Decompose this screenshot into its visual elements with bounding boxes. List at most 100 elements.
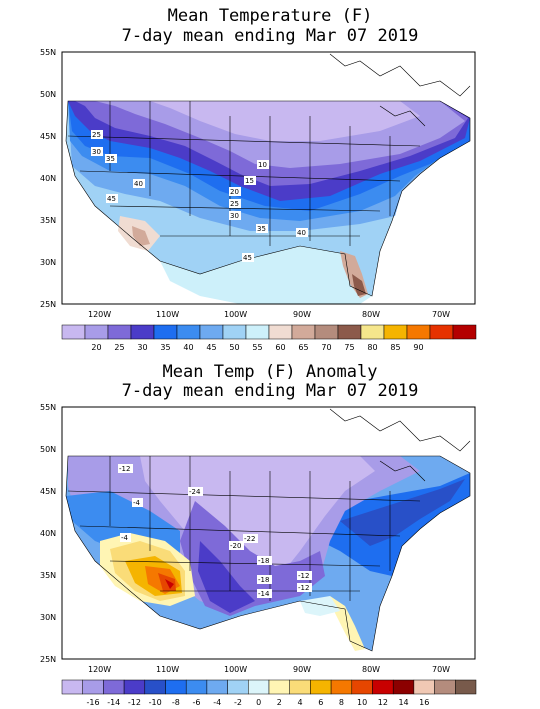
contour-label: 10 <box>258 161 267 169</box>
legend-label: -6 <box>193 698 201 707</box>
legend-swatch <box>268 324 293 340</box>
legend-swatch <box>227 679 249 695</box>
legend-label: 45 <box>206 343 216 352</box>
contour-label: -20 <box>230 542 241 550</box>
lat-tick-label: 45N <box>40 487 56 496</box>
legend-label: 20 <box>91 343 101 352</box>
borders <box>65 53 471 297</box>
contour-label: 15 <box>245 177 254 185</box>
contour-label: -18 <box>258 576 269 584</box>
anomaly-legend: -16 -14 -12 -10 -8 -6 -4 -2 0 2 4 6 8 10 12 14 16 <box>61 679 477 707</box>
lon-tick-label: 110W <box>156 310 179 319</box>
lon-tick-label: 110W <box>156 665 179 674</box>
legend-label: 35 <box>160 343 170 352</box>
legend-swatch <box>84 324 109 340</box>
contour-label: 20 <box>230 188 239 196</box>
longitude-axis: 120W 110W 100W 90W 80W 70W <box>88 665 450 674</box>
legend-label: 85 <box>390 343 400 352</box>
contour-label: -22 <box>244 535 255 543</box>
legend-label: -16 <box>87 698 100 707</box>
lat-tick-label: 40N <box>40 529 56 538</box>
temperature-shading <box>66 101 470 304</box>
legend-label: 55 <box>252 343 262 352</box>
lat-tick-label: 55N <box>40 403 56 412</box>
legend-label: -12 <box>128 698 141 707</box>
anomaly-shading <box>66 456 470 651</box>
contour-labels: 25 30 35 40 45 10 15 20 25 30 35 40 45 <box>91 130 308 262</box>
legend-swatch <box>310 679 332 695</box>
legend-swatch <box>372 679 394 695</box>
legend-swatch <box>360 324 385 340</box>
lat-tick-label: 35N <box>40 571 56 580</box>
legend-swatch <box>176 324 201 340</box>
contour-label: 30 <box>92 148 101 156</box>
bottom-title-line2: 7-day mean ending Mar 07 2019 <box>121 381 419 401</box>
legend-swatch <box>123 679 146 695</box>
map-frame <box>61 51 476 305</box>
contour-label: 25 <box>92 131 101 139</box>
lat-tick-label: 25N <box>40 655 56 664</box>
lon-tick-label: 80W <box>362 310 380 319</box>
contour-labels: -12 -24 -4 -4 -22 -20 -18 -18 -14 -12 -1… <box>118 464 312 598</box>
legend-swatch <box>82 679 104 695</box>
temperature-legend: 20 25 30 35 40 45 50 55 60 65 70 75 80 85 90 <box>61 324 477 352</box>
lat-tick-label: 50N <box>40 90 56 99</box>
legend-swatch <box>103 679 125 695</box>
contour-label: 25 <box>230 200 239 208</box>
legend-swatch <box>434 679 456 695</box>
legend-label: 12 <box>378 698 388 707</box>
lat-tick-label: 25N <box>40 300 56 309</box>
legend-label: 50 <box>229 343 239 352</box>
legend-label: 16 <box>419 698 429 707</box>
legend-swatch <box>314 324 339 340</box>
top-title-line1: Mean Temperature (F) <box>167 6 373 26</box>
bottom-title-line1: Mean Temp (F) Anomaly <box>162 362 378 382</box>
legend-label: 65 <box>298 343 308 352</box>
contour-label: -24 <box>189 488 201 496</box>
latitude-axis: 55N 50N 45N 40N 35N 30N 25N <box>40 48 56 309</box>
legend-label: -14 <box>107 698 120 707</box>
lon-tick-label: 90W <box>293 310 311 319</box>
contour-label: 40 <box>297 229 306 237</box>
lon-tick-label: 120W <box>88 310 111 319</box>
legend-label: 10 <box>357 698 367 707</box>
legend-swatch <box>248 679 270 695</box>
borders <box>65 408 471 652</box>
lon-tick-label: 120W <box>88 665 111 674</box>
legend-swatch <box>392 679 415 695</box>
legend-swatch <box>144 679 166 695</box>
legend-label: 6 <box>318 698 323 707</box>
legend-label: -2 <box>234 698 242 707</box>
temperature-anomaly-map: -12 -24 -4 -4 -22 -20 -18 -18 -14 -12 -1… <box>40 403 477 707</box>
contour-label: 45 <box>107 195 116 203</box>
contour-label: 30 <box>230 212 239 220</box>
legend-label: -8 <box>172 698 180 707</box>
legend-label: -10 <box>149 698 162 707</box>
latitude-axis: 55N 50N 45N 40N 35N 30N 25N <box>40 403 56 664</box>
legend-label: 30 <box>137 343 147 352</box>
legend-label: 25 <box>114 343 124 352</box>
legend-swatch <box>206 679 228 695</box>
legend-swatch <box>268 679 290 695</box>
lon-tick-label: 80W <box>362 665 380 674</box>
mean-temperature-map: 25 30 35 40 45 10 15 20 25 30 35 40 45 5… <box>40 48 477 352</box>
legend-swatch <box>291 324 316 340</box>
legend-label: 2 <box>277 698 282 707</box>
legend-swatch <box>452 324 477 340</box>
legend-label: 0 <box>256 698 261 707</box>
legend-label: 14 <box>398 698 408 707</box>
legend-label: 60 <box>275 343 285 352</box>
lat-tick-label: 35N <box>40 216 56 225</box>
contour-label: -12 <box>119 465 130 473</box>
legend-swatch <box>222 324 247 340</box>
legend-swatch <box>61 679 83 695</box>
legend-label: -4 <box>213 698 221 707</box>
longitude-axis: 120W 110W 100W 90W 80W 70W <box>88 310 450 319</box>
legend-swatch <box>383 324 408 340</box>
legend-swatch <box>153 324 178 340</box>
contour-label: 35 <box>106 155 115 163</box>
legend-label: 40 <box>183 343 193 352</box>
lat-tick-label: 45N <box>40 132 56 141</box>
lon-tick-label: 70W <box>432 665 450 674</box>
legend-swatch <box>413 679 435 695</box>
